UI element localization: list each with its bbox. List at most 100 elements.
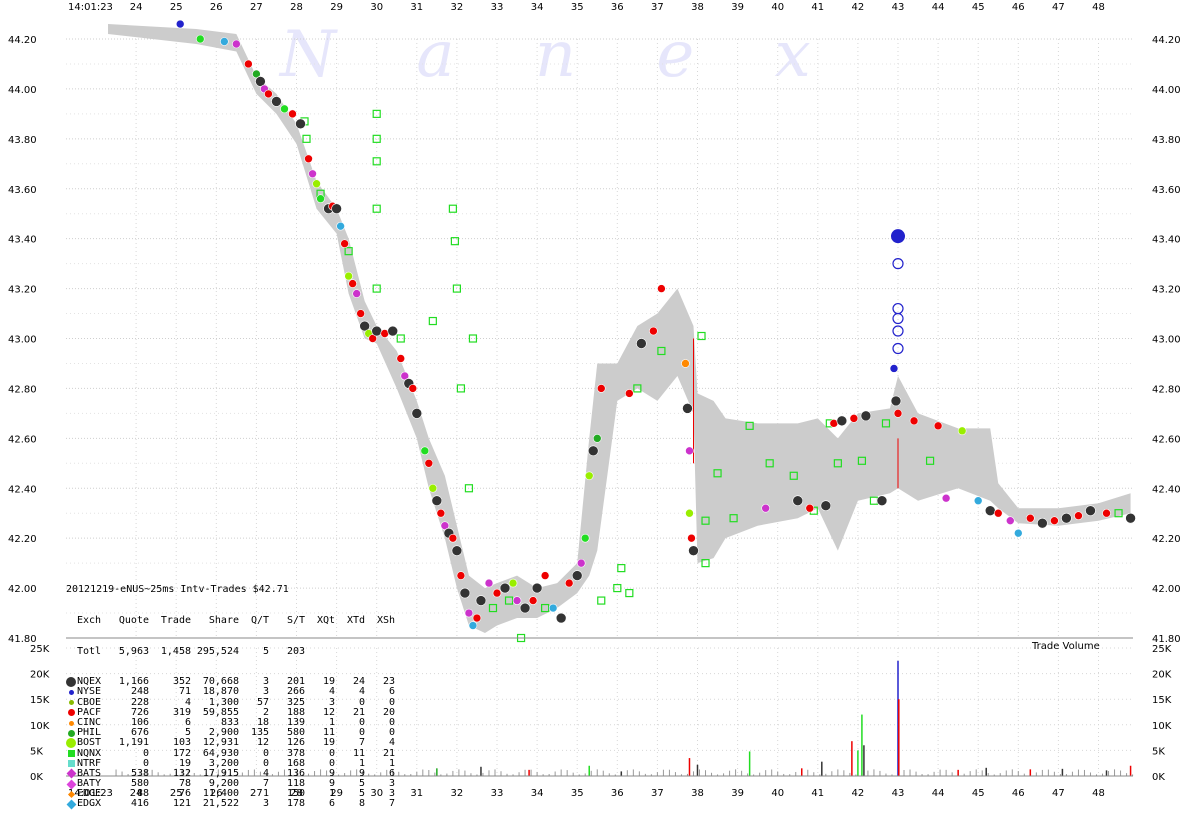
quote-marker bbox=[450, 237, 459, 246]
trade-marker bbox=[941, 493, 951, 503]
spike-trade-marker bbox=[891, 229, 905, 244]
exchange-row: EDGX 416 121 21,522 3 178 6 8 7 bbox=[66, 798, 395, 810]
trade-marker bbox=[531, 582, 543, 594]
trade-marker bbox=[685, 446, 694, 456]
exchange-value: 352 bbox=[172, 676, 191, 688]
trade-marker bbox=[175, 19, 185, 29]
trade-marker bbox=[528, 596, 538, 605]
spike-quote-marker bbox=[892, 312, 904, 325]
exchange-value: 2,900 bbox=[208, 727, 239, 739]
quote-marker bbox=[396, 334, 405, 343]
exchange-value: 228 bbox=[130, 696, 149, 708]
trade-marker bbox=[271, 96, 282, 107]
trade-marker bbox=[1026, 513, 1035, 523]
price-tick-label-left: 42.40 bbox=[8, 484, 37, 495]
trade-marker bbox=[1125, 512, 1136, 524]
quote-marker bbox=[789, 471, 798, 480]
trade-marker bbox=[890, 395, 902, 407]
exchange-value: 4 bbox=[328, 686, 335, 698]
exchange-value: 0 bbox=[358, 696, 365, 708]
circle-small-icon bbox=[66, 698, 76, 708]
marker-spacer bbox=[66, 647, 76, 657]
price-tick-label-right: 43.00 bbox=[1152, 335, 1181, 346]
panel-cell: Q/T bbox=[250, 615, 269, 626]
grid bbox=[66, 38, 1133, 777]
x-tick-label-top: 28 bbox=[290, 2, 303, 13]
exchange-name: NQNX bbox=[77, 747, 102, 759]
volume-tick-label-left: 5K bbox=[30, 746, 43, 757]
price-tick-label-right: 41.80 bbox=[1152, 634, 1181, 645]
square-icon bbox=[66, 749, 76, 759]
trade-marker bbox=[580, 533, 590, 543]
price-tick-label-left: 44.20 bbox=[8, 35, 37, 46]
trade-marker bbox=[456, 571, 466, 580]
quote-marker bbox=[633, 384, 642, 393]
trade-marker bbox=[625, 389, 634, 398]
trade-marker bbox=[548, 603, 558, 613]
trade-marker bbox=[448, 533, 458, 543]
trade-marker bbox=[195, 34, 205, 44]
trade-marker bbox=[512, 596, 522, 605]
circle-small-icon bbox=[66, 718, 76, 728]
panel-cell: 203 bbox=[286, 645, 305, 657]
exchange-value: 6 bbox=[328, 798, 335, 810]
trade-marker bbox=[312, 179, 321, 189]
exchange-value: 0 bbox=[388, 696, 395, 708]
x-tick-label-bottom: 37 bbox=[651, 788, 664, 799]
trade-marker bbox=[424, 458, 434, 468]
x-tick-label-top: 30 bbox=[370, 2, 383, 13]
trade-marker bbox=[255, 76, 266, 87]
exchange-value: 150 bbox=[286, 788, 305, 800]
trade-marker bbox=[396, 354, 406, 363]
exchange-value: 1 bbox=[328, 716, 335, 728]
quote-marker bbox=[617, 564, 626, 573]
exchange-value: 57 bbox=[256, 696, 269, 708]
exchange-value: 3 bbox=[388, 778, 395, 790]
price-tick-label-left: 42.20 bbox=[8, 534, 37, 545]
exchange-name: NTRF bbox=[77, 757, 102, 769]
trade-marker bbox=[348, 279, 357, 288]
trade-marker bbox=[1085, 505, 1096, 517]
x-tick-label-bottom: 46 bbox=[1012, 788, 1025, 799]
exchange-value: 17,915 bbox=[202, 767, 239, 779]
exchange-value: 132 bbox=[172, 767, 191, 779]
trade-marker bbox=[308, 169, 317, 179]
exchange-value: 7 bbox=[388, 798, 395, 810]
volume-tick-label-left: 25K bbox=[30, 644, 50, 655]
panel-cell: Share bbox=[208, 615, 239, 626]
exchange-rows: NQEX 1,166 352 70,668 3 201 19 24 23 NYSE 248 71 18,… bbox=[66, 676, 395, 810]
exchange-value: 201 bbox=[286, 676, 305, 688]
diamond-icon bbox=[66, 799, 76, 810]
quote-marker bbox=[697, 331, 706, 341]
exchange-value: 12 bbox=[256, 737, 269, 749]
exchange-value: 0 bbox=[142, 747, 149, 759]
exchange-value: 70,668 bbox=[202, 676, 239, 688]
trade-marker bbox=[459, 587, 471, 599]
exchange-value: 1,300 bbox=[208, 696, 239, 708]
x-tick-label-bottom: 35 bbox=[571, 788, 584, 799]
trade-marker bbox=[836, 415, 848, 427]
exchange-value: 20 bbox=[382, 706, 395, 718]
exchange-value: 5 bbox=[358, 788, 365, 800]
exchange-value: 11,400 bbox=[202, 788, 239, 800]
exchange-row: EDGE 88 76 11,400 1 150 1 5 3 bbox=[66, 789, 395, 799]
trade-marker bbox=[428, 483, 438, 493]
quote-marker bbox=[504, 596, 514, 605]
x-tick-label-top: 34 bbox=[531, 2, 544, 13]
trade-marker bbox=[264, 89, 273, 99]
quote-marker bbox=[765, 459, 774, 468]
price-tick-label-right: 43.20 bbox=[1152, 285, 1181, 296]
exchange-value: 325 bbox=[286, 696, 305, 708]
x-tick-label-bottom: 45 bbox=[972, 788, 985, 799]
exchange-value: 1,166 bbox=[118, 676, 149, 688]
trade-marker bbox=[555, 612, 567, 624]
x-tick-label-top: 44 bbox=[932, 2, 945, 13]
exchange-row: NYSE 248 71 18,870 3 266 4 4 6 bbox=[66, 687, 395, 697]
spike-quote-marker bbox=[892, 342, 904, 355]
trade-marker bbox=[371, 325, 383, 337]
price-tick-label-left: 42.00 bbox=[8, 584, 37, 595]
quote-marker bbox=[613, 583, 622, 593]
exchange-value: 580 bbox=[286, 727, 305, 739]
trade-marker bbox=[682, 403, 693, 414]
exchange-value: 0 bbox=[358, 716, 365, 728]
